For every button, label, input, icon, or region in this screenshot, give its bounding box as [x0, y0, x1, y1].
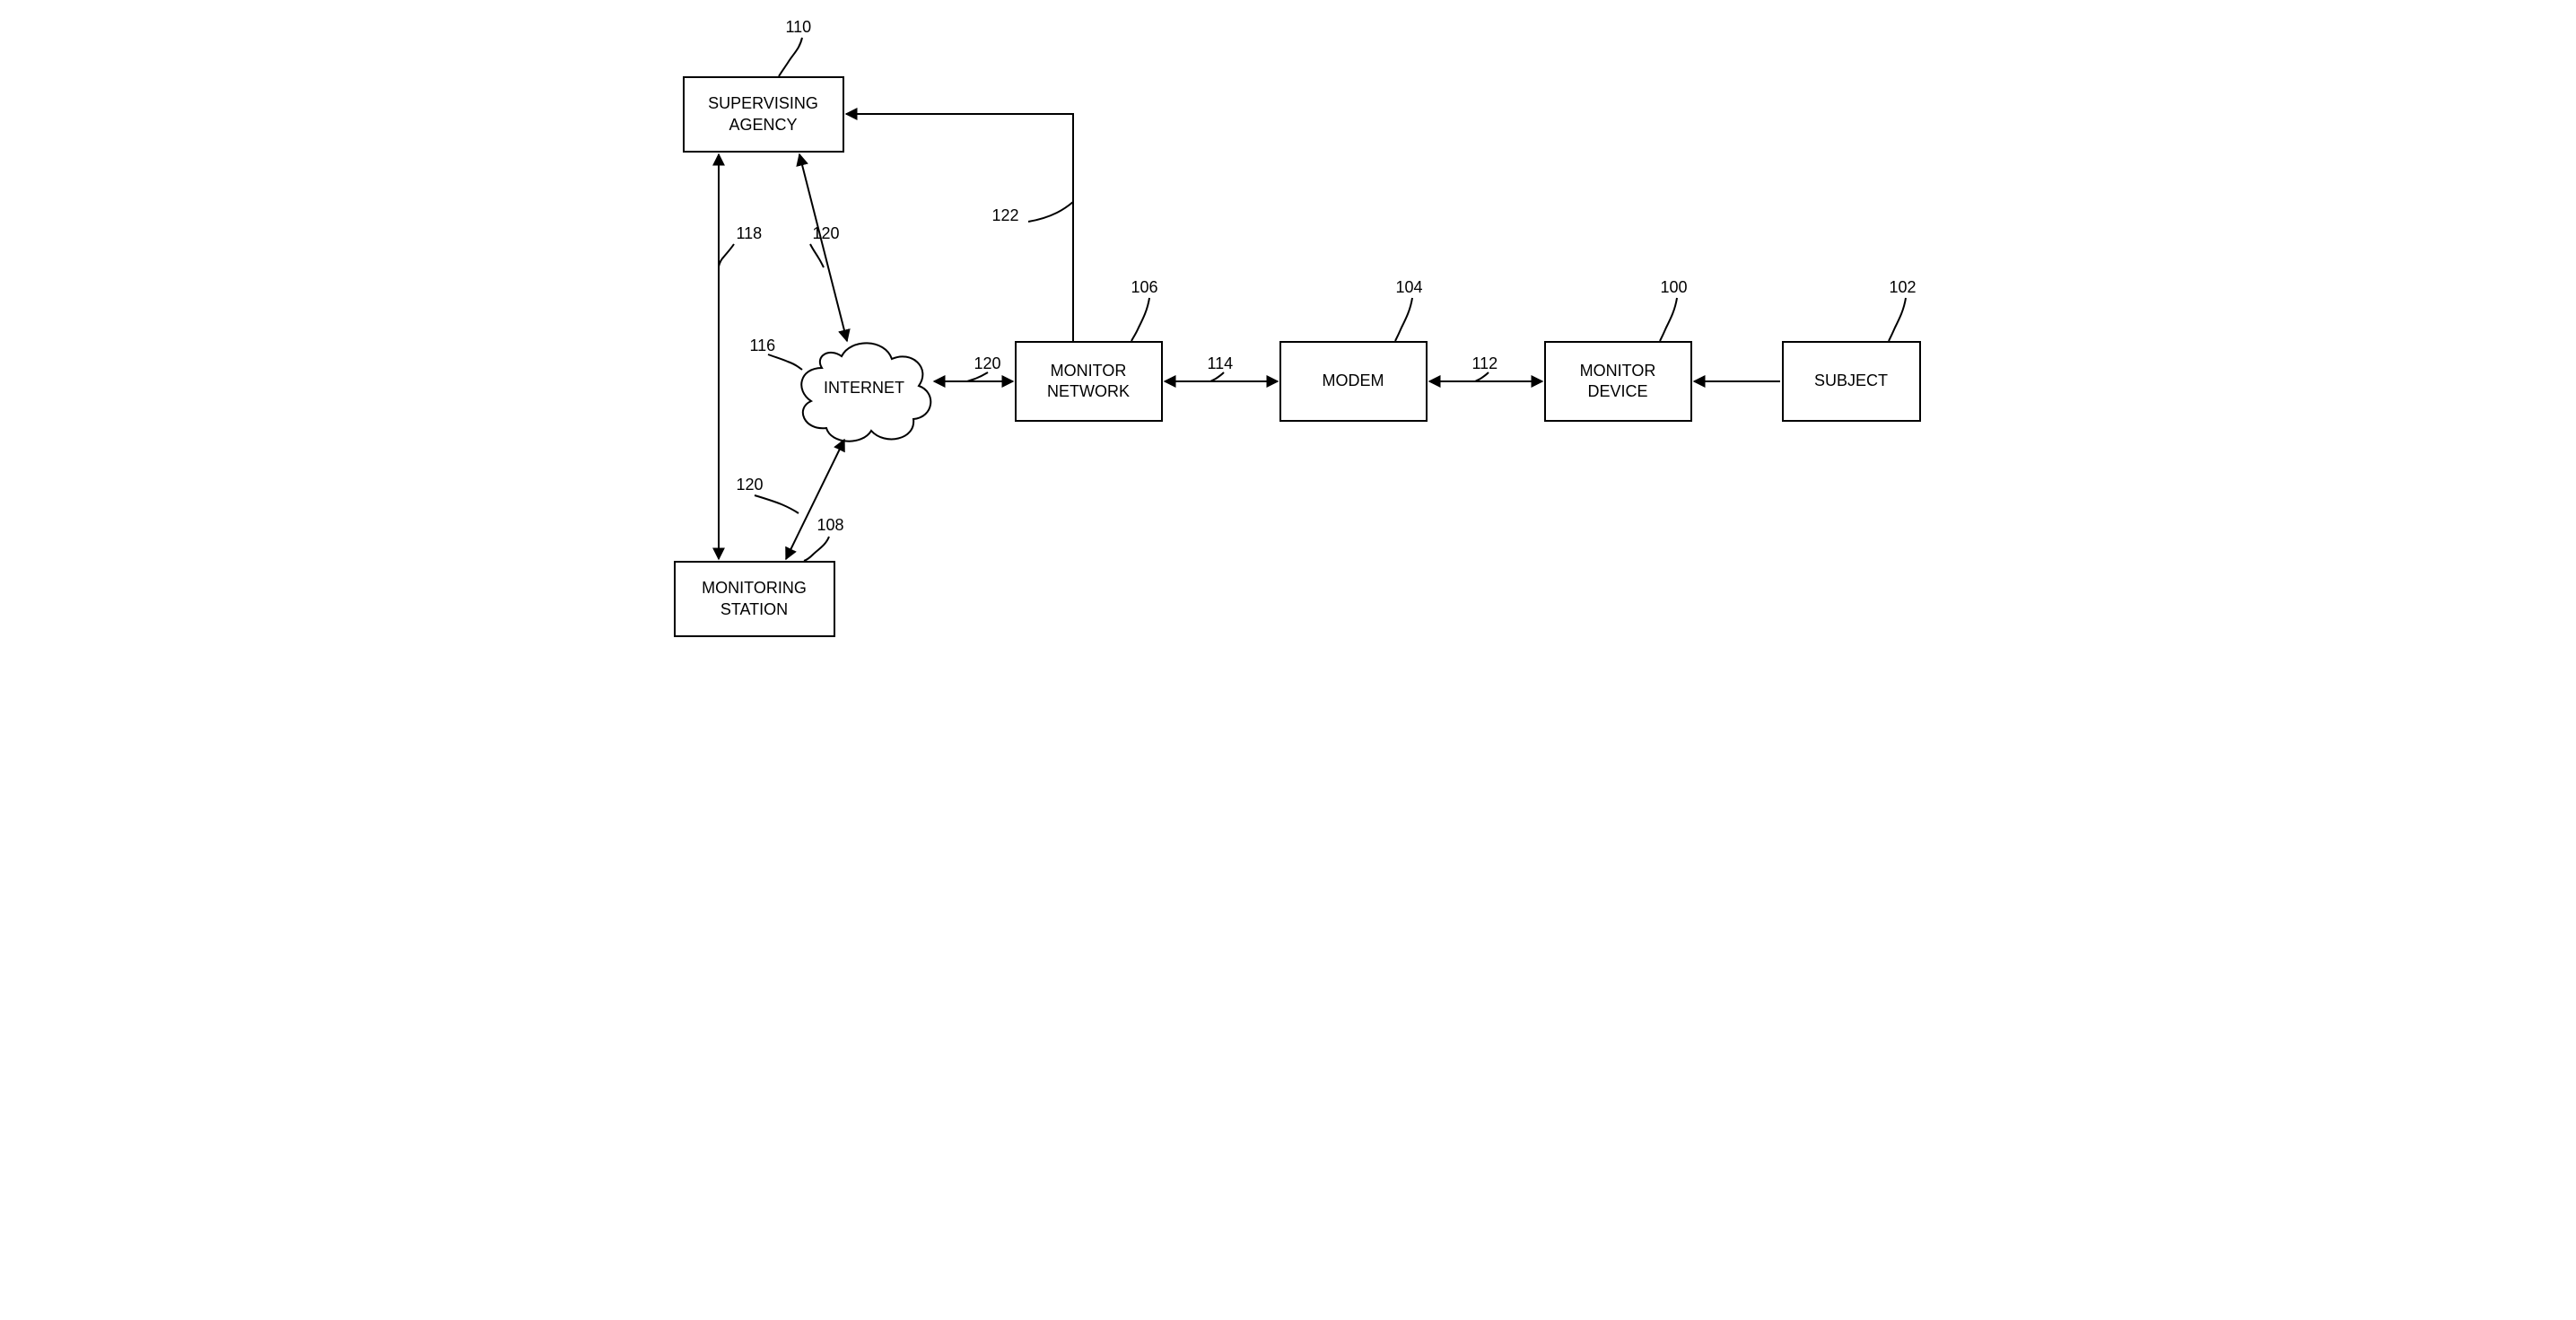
monitor-network-label: MONITORNETWORK: [1047, 361, 1130, 403]
monitor-network-box: MONITORNETWORK: [1015, 341, 1163, 422]
monitor-device-box: MONITORDEVICE: [1544, 341, 1692, 422]
ref-104: 104: [1396, 278, 1423, 297]
edge-120-agency-internet: [799, 154, 847, 341]
ref-102: 102: [1890, 278, 1917, 297]
ref-100: 100: [1661, 278, 1688, 297]
ref-116: 116: [750, 337, 776, 355]
leader-120b: [967, 372, 988, 381]
leader-106: [1131, 298, 1149, 341]
leader-102: [1889, 298, 1906, 341]
modem-label: MODEM: [1323, 371, 1384, 391]
edge-122: [846, 114, 1073, 341]
ref-120c: 120: [737, 476, 764, 494]
leader-110: [779, 38, 802, 76]
internet-cloud: INTERNET: [786, 328, 943, 449]
ref-106: 106: [1131, 278, 1158, 297]
monitor-device-label: MONITORDEVICE: [1580, 361, 1656, 403]
leader-120a: [810, 244, 824, 267]
leader-120c: [755, 495, 799, 513]
edge-120-station-internet: [786, 440, 844, 559]
ref-122: 122: [992, 206, 1019, 225]
block-diagram: SUPERVISINGAGENCY MONITORINGSTATION INTE…: [633, 0, 1943, 664]
subject-box: SUBJECT: [1782, 341, 1921, 422]
supervising-agency-label: SUPERVISINGAGENCY: [708, 93, 818, 135]
ref-120b: 120: [974, 354, 1001, 373]
ref-110: 110: [786, 18, 812, 37]
internet-label: INTERNET: [824, 379, 904, 398]
ref-120a: 120: [813, 224, 840, 243]
leader-112: [1475, 372, 1489, 381]
leader-108: [804, 537, 829, 561]
ref-118: 118: [737, 224, 763, 243]
subject-label: SUBJECT: [1814, 371, 1888, 391]
monitoring-station-label: MONITORINGSTATION: [702, 578, 807, 620]
ref-112: 112: [1472, 354, 1498, 373]
ref-114: 114: [1208, 354, 1234, 373]
monitoring-station-box: MONITORINGSTATION: [674, 561, 835, 637]
leader-114: [1210, 372, 1224, 381]
modem-box: MODEM: [1279, 341, 1428, 422]
leader-122: [1028, 202, 1073, 222]
supervising-agency-box: SUPERVISINGAGENCY: [683, 76, 844, 153]
ref-108: 108: [817, 516, 844, 535]
leader-118: [719, 244, 734, 267]
leader-104: [1395, 298, 1412, 341]
leader-100: [1660, 298, 1677, 341]
